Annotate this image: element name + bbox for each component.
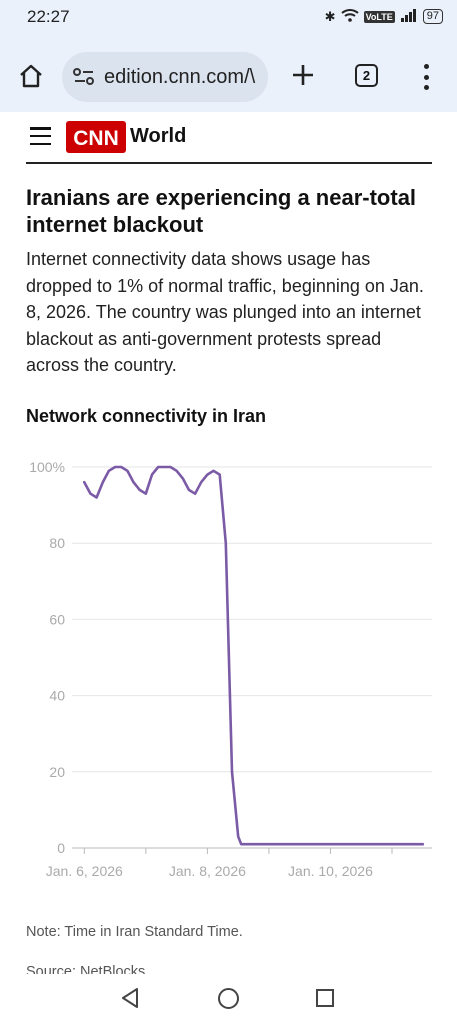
system-nav-bar bbox=[0, 974, 457, 1024]
chart-title: Network connectivity in Iran bbox=[26, 406, 267, 426]
header-divider bbox=[26, 162, 432, 164]
site-settings-icon[interactable] bbox=[72, 67, 96, 87]
recents-icon[interactable] bbox=[316, 989, 334, 1007]
new-tab-button[interactable] bbox=[290, 62, 316, 88]
y-tick-label: 80 bbox=[49, 535, 65, 551]
y-tick-label: 100% bbox=[29, 459, 65, 475]
article-dek: Internet connectivity data shows usage h… bbox=[26, 249, 424, 375]
cnn-logo[interactable]: CNN bbox=[66, 121, 126, 153]
signal-icon bbox=[400, 8, 418, 25]
x-tick-label: Jan. 10, 2026 bbox=[288, 863, 373, 879]
address-bar[interactable]: edition.cnn.com/\ bbox=[62, 52, 268, 102]
dot-icon bbox=[423, 64, 429, 69]
home-icon bbox=[20, 64, 42, 88]
home-nav-icon[interactable] bbox=[218, 988, 239, 1009]
volte-badge: VoLTE bbox=[363, 10, 395, 23]
chart-source: Source: NetBlocks bbox=[26, 964, 146, 974]
svg-text:CNN: CNN bbox=[73, 127, 119, 150]
status-icons: ✱ VoLTE 97 bbox=[325, 8, 443, 25]
home-button[interactable] bbox=[15, 60, 47, 92]
section-name[interactable]: World bbox=[130, 125, 187, 147]
back-icon[interactable] bbox=[120, 986, 140, 1010]
dot-icon bbox=[423, 85, 429, 90]
y-tick-label: 40 bbox=[49, 688, 65, 704]
x-tick-label: Jan. 8, 2026 bbox=[169, 863, 246, 879]
wifi-icon bbox=[340, 8, 359, 25]
browser-chrome: 22:27 ✱ VoLTE 97 edition.cnn.com/\ 2 bbox=[0, 0, 457, 112]
dot-icon bbox=[423, 74, 429, 80]
y-tick-label: 0 bbox=[57, 840, 65, 856]
url-text: edition.cnn.com/\ bbox=[104, 65, 256, 88]
y-tick-label: 20 bbox=[49, 764, 65, 780]
battery-indicator: 97 bbox=[422, 9, 443, 24]
x-tick-label: Jan. 6, 2026 bbox=[46, 863, 123, 879]
plus-icon bbox=[293, 65, 313, 85]
status-time: 22:27 bbox=[27, 7, 70, 26]
tab-switcher-button[interactable]: 2 bbox=[355, 64, 378, 87]
bluetooth-icon: ✱ bbox=[324, 8, 336, 24]
hamburger-menu-icon[interactable] bbox=[30, 127, 51, 145]
connectivity-chart: 100% 80 60 40 20 0 Jan. 6, 2026 Jan. 8, 2026 Jan… bbox=[29, 459, 432, 879]
chart-note: Note: Time in Iran Standard Time. bbox=[26, 924, 243, 940]
y-tick-label: 60 bbox=[49, 611, 65, 627]
article-headline: Iranians are experiencing a near-total i… bbox=[26, 185, 417, 237]
connectivity-line bbox=[83, 465, 425, 846]
overflow-menu-button[interactable] bbox=[418, 64, 434, 90]
